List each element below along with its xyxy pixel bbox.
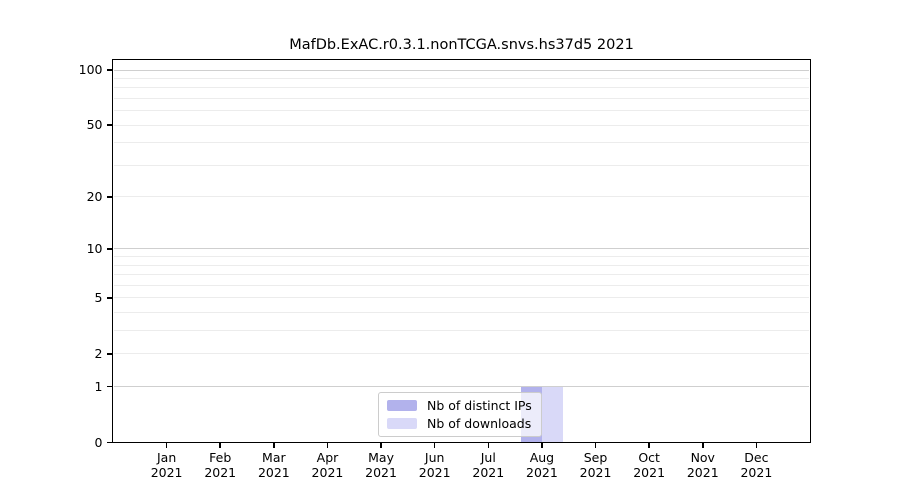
x-tick-label-sep-2021: Sep 2021: [579, 449, 612, 480]
x-tick-aug-2021: [541, 442, 543, 448]
y-tick-0: [106, 441, 113, 444]
legend-swatch-distinct-ips: [387, 400, 417, 411]
x-tick-label-may-2021: May 2021: [365, 449, 397, 480]
x-tick-jun-2021: [433, 442, 436, 448]
gridline-minor-80: [114, 87, 809, 89]
x-tick-nov-2021: [702, 442, 704, 448]
x-tick-feb-2021: [219, 442, 221, 448]
y-tick-label-0: 0: [94, 434, 103, 450]
gridline-minor-90: [114, 77, 809, 79]
x-tick-label-oct-2021: Oct 2021: [633, 449, 666, 480]
x-tick-label-jan-2021: Jan 2021: [150, 449, 183, 480]
gridline-minor-9: [114, 256, 809, 258]
y-tick-label-100: 100: [78, 62, 103, 77]
y-tick-label-2: 2: [94, 345, 103, 361]
x-tick-jan-2021: [165, 442, 168, 448]
gridline-major-10: [114, 248, 809, 250]
x-tick-oct-2021: [648, 442, 650, 448]
y-tick-label-20: 20: [86, 188, 103, 204]
gridline-minor-8: [114, 264, 809, 266]
y-tick-label-10: 10: [86, 240, 103, 256]
gridline-minor-50: [114, 124, 809, 126]
gridline-minor-6: [114, 284, 809, 286]
gridline-minor-3: [114, 330, 809, 332]
x-tick-label-jun-2021: Jun 2021: [418, 449, 451, 480]
x-tick-label-apr-2021: Apr 2021: [311, 449, 344, 480]
gridline-minor-7: [114, 274, 809, 276]
y-tick-100: [106, 69, 113, 71]
legend-label-downloads: Nb of downloads: [427, 416, 532, 431]
x-tick-label-aug-2021: Aug 2021: [526, 449, 558, 480]
gridline-major-1: [114, 386, 809, 388]
gridline-minor-4: [114, 312, 809, 314]
legend: Nb of distinct IPs Nb of downloads: [378, 392, 542, 437]
x-tick-may-2021: [380, 442, 382, 448]
y-tick-2: [106, 353, 113, 355]
gridline-minor-70: [114, 97, 809, 99]
gridline-minor-30: [114, 164, 809, 166]
y-tick-5: [106, 297, 113, 299]
x-tick-jul-2021: [487, 442, 490, 448]
x-tick-label-nov-2021: Nov 2021: [686, 449, 719, 480]
legend-item-downloads: Nb of downloads: [387, 416, 532, 431]
bar-nb-of-downloads-aug-2021: [541, 386, 564, 443]
gridline-minor-20: [114, 196, 809, 198]
x-tick-dec-2021: [755, 442, 758, 448]
y-tick-1: [106, 385, 113, 388]
gridline-minor-2: [114, 353, 809, 355]
y-tick-label-50: 50: [86, 117, 103, 133]
gridline-minor-5: [114, 297, 809, 299]
y-tick-50: [106, 124, 113, 126]
x-tick-label-dec-2021: Dec 2021: [740, 449, 773, 480]
legend-label-distinct-ips: Nb of distinct IPs: [427, 398, 532, 413]
x-tick-label-mar-2021: Mar 2021: [257, 449, 290, 480]
plot-area-border: [112, 59, 811, 443]
legend-swatch-downloads: [387, 418, 417, 429]
y-tick-label-5: 5: [94, 289, 103, 305]
y-tick-10: [106, 248, 113, 250]
legend-item-distinct-ips: Nb of distinct IPs: [387, 398, 532, 413]
gridline-major-100: [114, 69, 809, 71]
x-tick-label-feb-2021: Feb 2021: [204, 449, 237, 480]
y-tick-label-1: 1: [94, 378, 103, 394]
x-tick-mar-2021: [273, 442, 275, 448]
x-tick-sep-2021: [594, 442, 597, 448]
gridline-minor-40: [114, 142, 809, 144]
chart-title: MafDb.ExAC.r0.3.1.nonTCGA.snvs.hs37d5 20…: [289, 37, 634, 53]
x-tick-apr-2021: [326, 442, 329, 448]
y-tick-20: [106, 196, 113, 198]
x-tick-label-jul-2021: Jul 2021: [472, 449, 505, 480]
gridline-minor-60: [114, 110, 809, 112]
